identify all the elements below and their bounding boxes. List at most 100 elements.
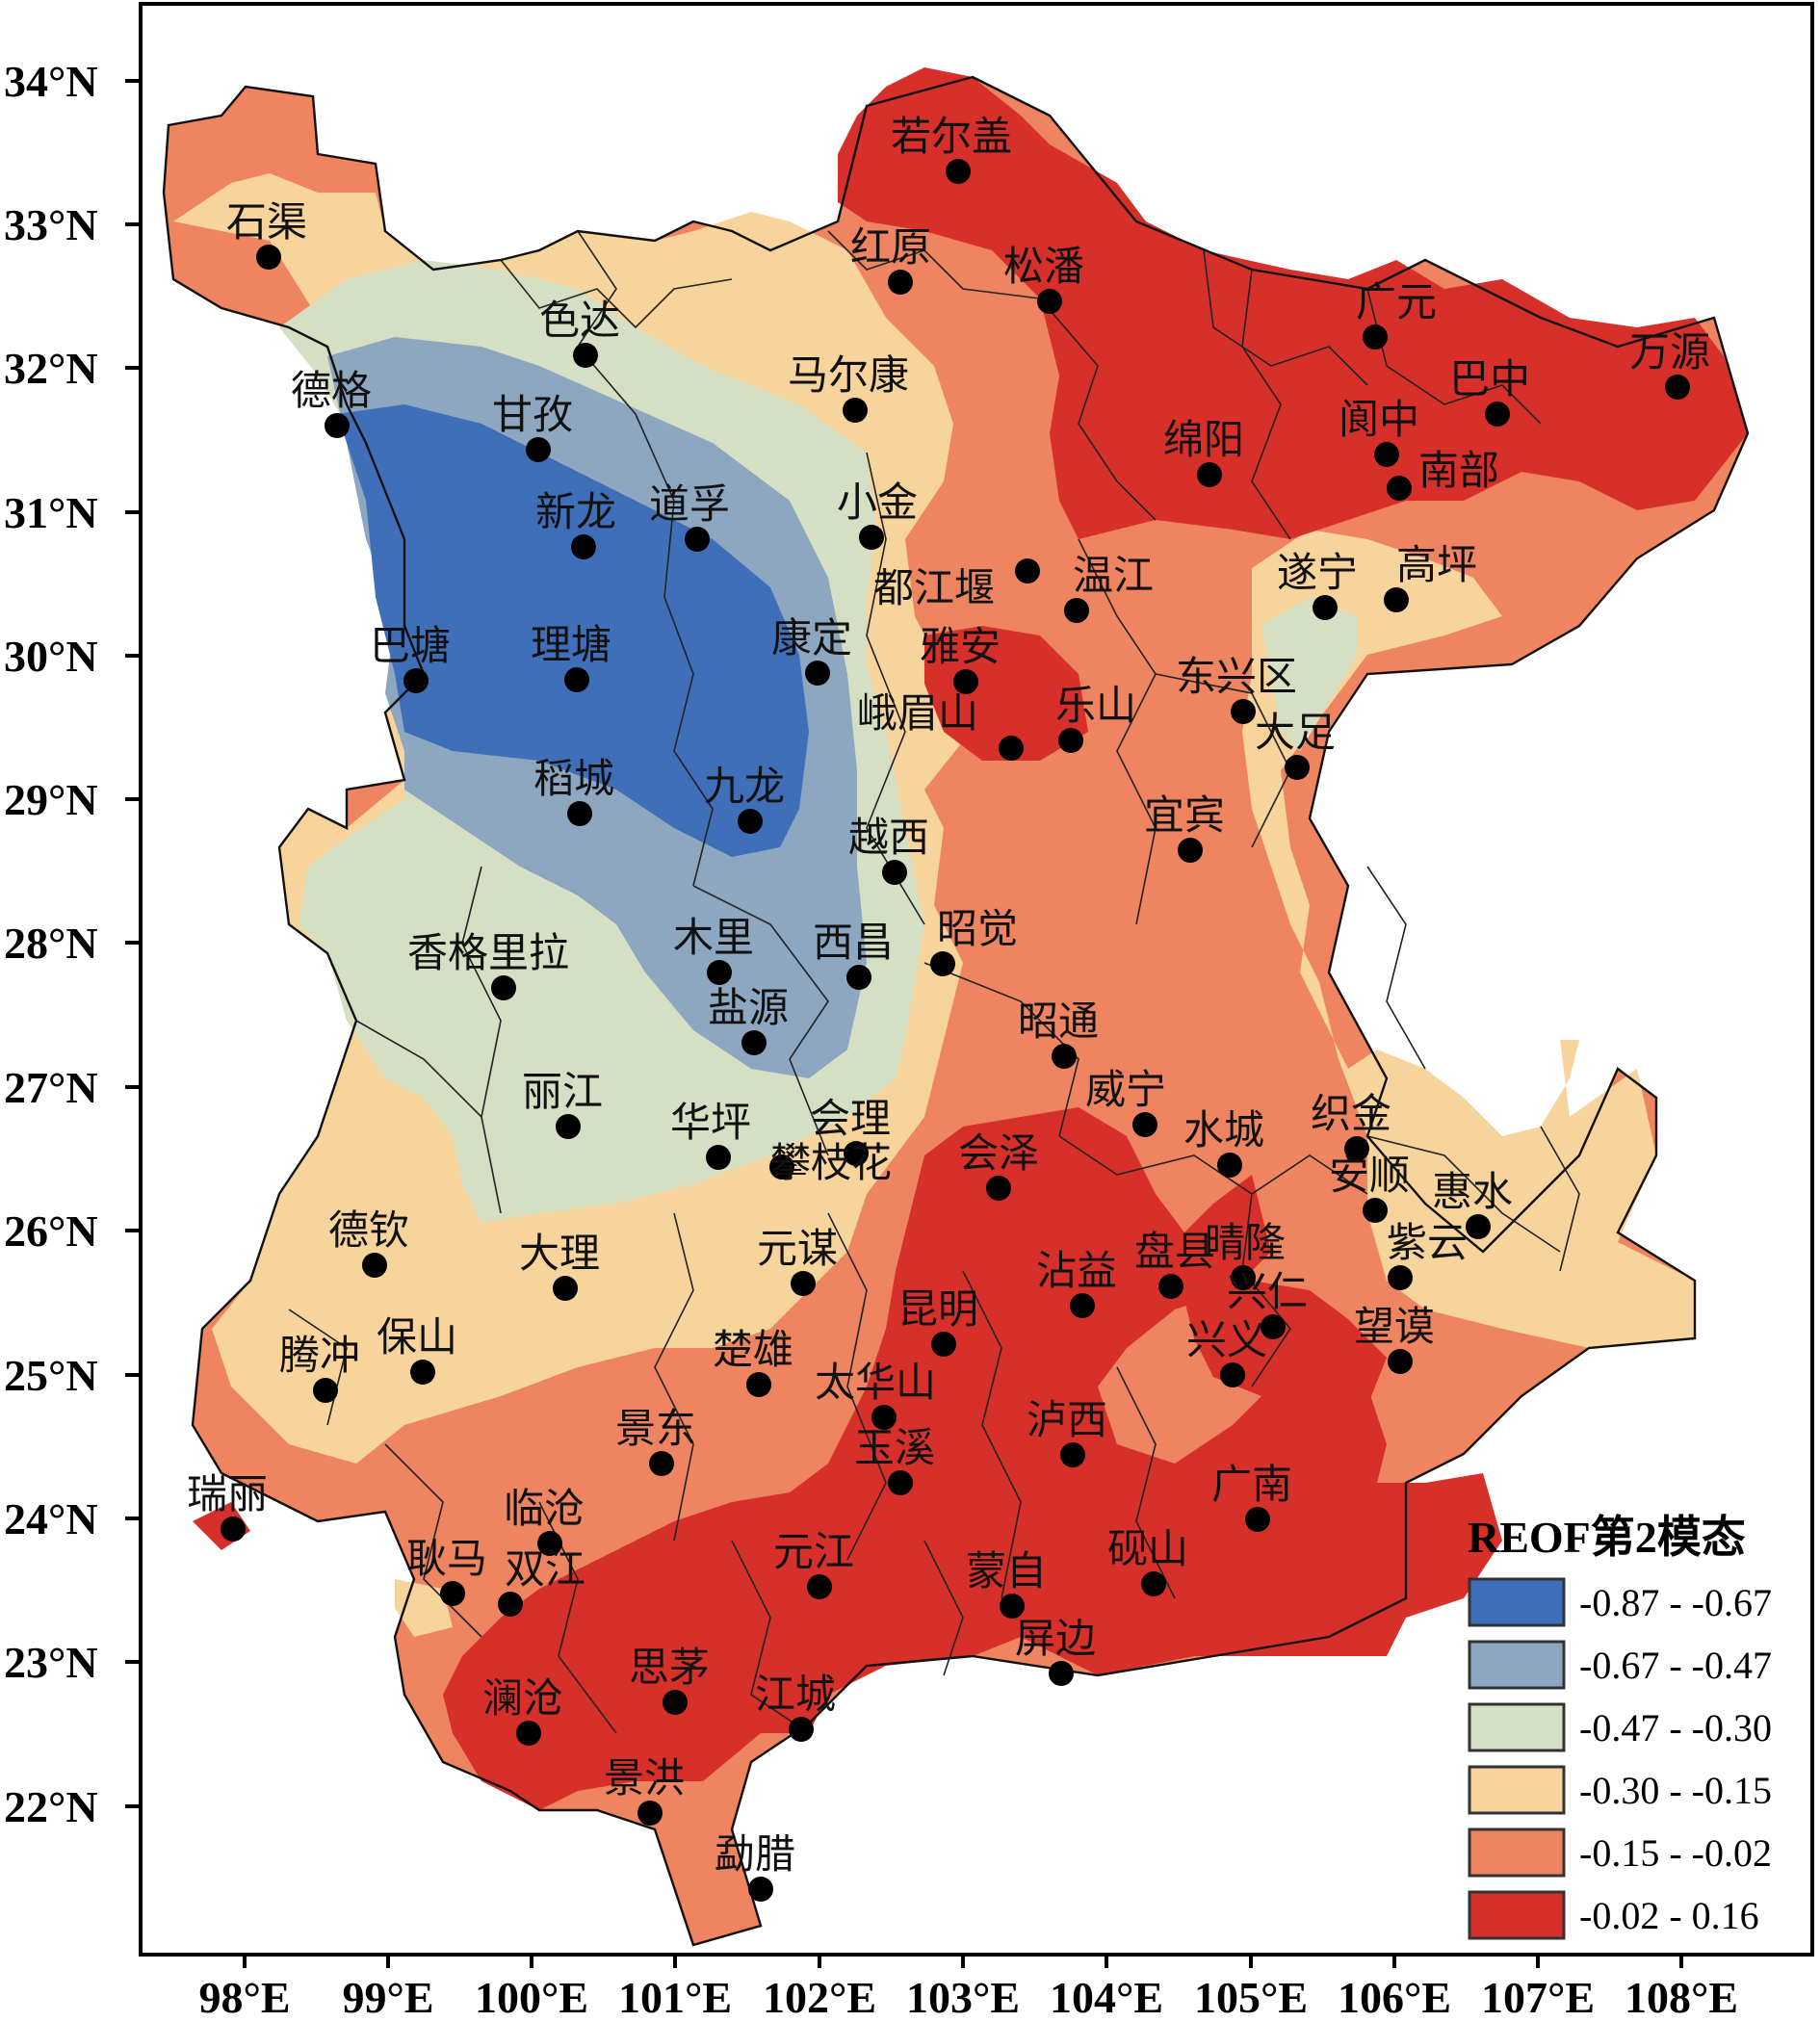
station-label: 元谋 [757, 1225, 838, 1272]
station-marker [1037, 289, 1062, 314]
station: 温江 [1064, 552, 1154, 623]
station-marker [931, 1332, 956, 1357]
station: 稻城 [533, 755, 614, 826]
station-label: 色达 [539, 297, 620, 344]
station: 巴中 [1449, 355, 1530, 427]
station-label: 万源 [1629, 328, 1710, 376]
station-label: 景东 [615, 1405, 696, 1452]
station: 华坪 [670, 1099, 751, 1170]
lat-label: 33°N [4, 200, 98, 249]
station-label: 阆中 [1339, 396, 1419, 443]
station-label: 马尔康 [788, 351, 909, 399]
station-label: 兴仁 [1227, 1268, 1308, 1315]
zone-pale-green-east [1261, 597, 1358, 751]
station: 石渠 [226, 198, 307, 270]
station-label: 西昌 [813, 919, 894, 966]
station: 昭觉 [930, 905, 1018, 976]
station-marker [440, 1581, 465, 1606]
station-marker [807, 1574, 832, 1599]
station: 理塘 [531, 621, 611, 692]
station-marker [1049, 1661, 1074, 1686]
station-marker [1344, 1136, 1369, 1161]
station-label: 大足 [1255, 709, 1336, 756]
station-label: 兴义 [1186, 1316, 1267, 1363]
legend-label: -0.67 - -0.47 [1579, 1644, 1772, 1687]
station-label: 绵阳 [1163, 416, 1244, 463]
station-label: 紫云 [1387, 1219, 1468, 1266]
station-label: 惠水 [1432, 1168, 1513, 1215]
station-label: 攀枝花 [770, 1139, 892, 1186]
station: 威宁 [1085, 1066, 1166, 1137]
lon-label: 106°E [1338, 1973, 1451, 2022]
station: 景东 [615, 1405, 696, 1476]
station-marker [1070, 1293, 1095, 1318]
station: 惠水 [1432, 1168, 1513, 1239]
station-marker [1363, 324, 1388, 350]
station-marker [1217, 1153, 1242, 1178]
station-marker [362, 1253, 387, 1278]
station: 紫云 [1387, 1219, 1468, 1290]
station: 屏边 [1015, 1615, 1096, 1686]
station-marker [769, 1154, 794, 1180]
station-marker [1132, 1112, 1157, 1137]
station-label: 盐源 [708, 984, 789, 1031]
station: 香格里拉 [407, 929, 569, 1000]
station-marker [1363, 1198, 1388, 1223]
station-label: 腾冲 [279, 1332, 360, 1379]
station-marker [738, 809, 763, 834]
station-marker [649, 1451, 674, 1476]
station-label: 越西 [848, 814, 929, 861]
station: 元江 [773, 1528, 854, 1599]
legend-title: REOF第2模态 [1468, 1513, 1746, 1562]
lat-label: 32°N [4, 344, 98, 393]
station: 楚雄 [713, 1326, 793, 1397]
station-label: 安顺 [1329, 1152, 1410, 1199]
lon-label: 101°E [618, 1973, 732, 2022]
lon-label: 99°E [342, 1973, 433, 2022]
station-marker [1313, 595, 1338, 620]
station: 广元 [1356, 278, 1437, 350]
station-marker [313, 1378, 338, 1403]
station: 水城 [1183, 1106, 1264, 1178]
station-label: 石渠 [226, 198, 307, 246]
station: 色达 [539, 297, 620, 368]
station-marker [748, 1877, 773, 1902]
station: 红原 [850, 223, 931, 295]
station-label: 宜宾 [1144, 791, 1225, 839]
lon-label: 104°E [1050, 1973, 1163, 2022]
station-label: 德格 [291, 367, 372, 414]
station: 太华山 [815, 1359, 936, 1430]
zone-blue [337, 404, 809, 857]
station-label: 九龙 [704, 763, 785, 810]
lat-label: 29°N [4, 775, 98, 824]
station-label: 乐山 [1055, 682, 1136, 729]
station-label: 会理 [810, 1095, 891, 1142]
axes-layer: 34°N 33°N 32°N 31°N 30°N 29°N 28°N 27°N 26°N 25°N… [4, 57, 1738, 2022]
station-marker [498, 1592, 523, 1617]
station-label: 甘孜 [492, 391, 573, 438]
station-marker [1220, 1362, 1245, 1387]
station-marker [685, 527, 710, 552]
station-label: 盘县 [1134, 1228, 1215, 1275]
station: 甘孜 [492, 391, 573, 462]
lon-label: 100°E [475, 1973, 588, 2022]
station-marker [953, 669, 978, 694]
station: 康定 [771, 614, 852, 686]
station-label: 沾益 [1036, 1247, 1117, 1294]
lat-label: 31°N [4, 488, 98, 537]
station-label: 理塘 [531, 621, 611, 668]
station-label: 昭觉 [937, 905, 1018, 952]
station-marker [805, 661, 830, 686]
station-label: 红原 [850, 223, 931, 271]
lat-label: 30°N [4, 632, 98, 681]
station-marker [1374, 442, 1399, 467]
station-marker [706, 1145, 731, 1170]
station-label: 织金 [1311, 1090, 1391, 1137]
station: 盘县 [1134, 1228, 1215, 1299]
station-marker [1052, 1044, 1077, 1069]
station: 江城 [755, 1671, 836, 1742]
station: 都江堰 [873, 558, 1040, 611]
station: 盐源 [708, 984, 789, 1055]
station-marker [746, 1372, 771, 1397]
